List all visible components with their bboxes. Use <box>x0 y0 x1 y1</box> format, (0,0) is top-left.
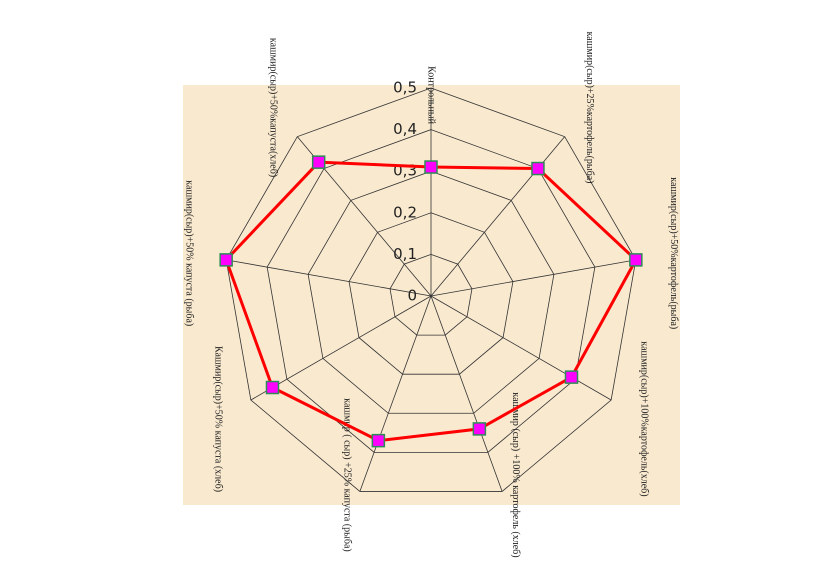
y-tick-label: 0,5 <box>393 79 417 97</box>
data-marker <box>472 422 487 436</box>
axis-spoke <box>430 295 612 401</box>
grid-ring <box>389 253 473 336</box>
category-label: кашмир ( сыр) +25% капуста (рыба) <box>342 398 353 551</box>
data-line <box>224 160 638 443</box>
axis-spoke <box>226 259 432 297</box>
data-marker <box>424 160 438 174</box>
data-marker <box>629 253 643 267</box>
data-marker <box>311 155 326 169</box>
grid-ring <box>266 129 596 453</box>
category-label: кашмир (сыр) +100% картофель (хлеб) <box>510 392 521 557</box>
axis-spoke <box>359 295 432 492</box>
y-tick-label: 0,4 <box>393 120 417 138</box>
category-label: Кашмир(сыр)+50% капуста (хлеб) <box>213 346 224 492</box>
category-label: Контрольный <box>426 66 437 125</box>
grid-ring <box>348 212 514 375</box>
y-tick-label: 0,2 <box>393 203 417 221</box>
data-marker <box>371 433 386 448</box>
axis-spoke <box>430 295 503 492</box>
grid-ring <box>225 87 637 492</box>
category-label: кашмир(сыр)+50% капуста (рыба) <box>183 180 194 326</box>
grid-ring <box>307 170 555 414</box>
category-label: кашмир(сыр)+50%картофель(рыба) <box>668 177 679 329</box>
axis-spoke <box>250 295 432 401</box>
category-label: кашмир(сыр)+100%картофель(хлеб) <box>639 341 650 496</box>
data-marker <box>531 161 545 176</box>
y-tick-label: 0,1 <box>393 245 417 263</box>
category-label: кашмир(сыр)+25%картофель(рыба) <box>584 32 595 184</box>
data-marker <box>564 370 579 384</box>
axis-spoke <box>430 259 636 297</box>
data-marker <box>265 380 280 395</box>
data-marker <box>219 253 233 267</box>
category-label: кашмир(сыр)+50%капуста(хлеб) <box>268 38 279 177</box>
y-tick-label: 0 <box>407 287 417 305</box>
